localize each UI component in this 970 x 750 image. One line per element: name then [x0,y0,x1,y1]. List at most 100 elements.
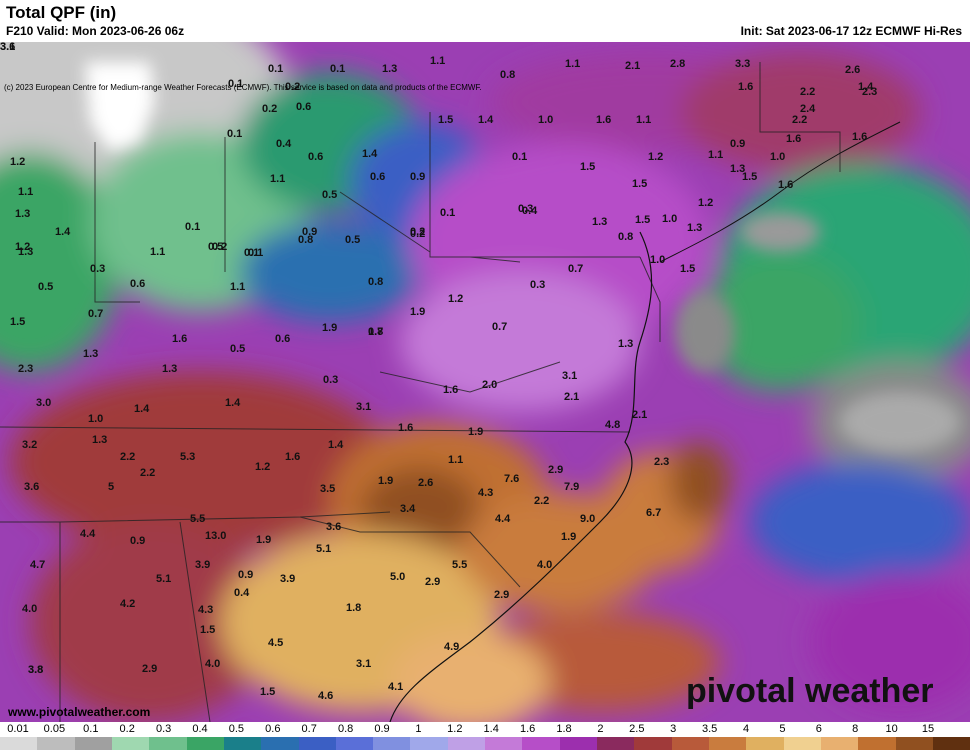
precip-value-label: 1.0 [88,413,104,425]
valid-time: F210 Valid: Mon 2023-06-26 06z [6,24,185,38]
precip-value-label: 1.4 [134,403,150,415]
legend-label: 0.01 [7,723,29,735]
precip-value-label: 1.2 [448,293,464,305]
precip-value-label: 1.1 [150,246,166,258]
precip-value-label: 2.2 [140,467,156,479]
precip-value-label: 2.2 [800,86,816,98]
precip-value-label: 3.5 [320,483,336,495]
legend-label: 8 [852,723,859,735]
precip-value-label: 0.7 [492,321,508,333]
precip-value-label: 1.1 [270,173,286,185]
precip-value-label: 4.5 [268,637,284,649]
precip-value-label: 0.3 [90,263,106,275]
precip-value-label: 1.5 [200,624,216,636]
legend-swatch [111,737,150,750]
precip-value-label: 0.2 [410,228,426,240]
precip-value-label: 0.1 [440,207,456,219]
legend-swatch [0,737,38,750]
precip-value-label: 3.2 [22,439,38,451]
precip-value-label: 0.1 [228,78,244,90]
precip-value-label: 6.7 [646,507,662,519]
legend-swatch [37,737,75,750]
precip-value-label: 2.1 [632,409,648,421]
legend-label: 1.6 [519,723,536,735]
precip-value-label: 0.8 [500,69,516,81]
legend-swatch [559,737,597,750]
precip-value-label: 9.0 [580,513,596,525]
precip-value-label: 1.3 [592,216,608,228]
precip-value-label: 2.0 [482,379,498,391]
precip-value-label: 4.4 [495,513,511,525]
precip-value-label: 4.0 [205,658,221,670]
legend-swatch [522,737,560,750]
legend-swatch [932,737,970,750]
precip-value-label: 1.6 [172,333,188,345]
legend-swatch [708,737,747,750]
legend-swatch [858,737,896,750]
precip-value-label: 0.2 [285,81,301,93]
logo-part-left: piv [686,672,736,710]
precip-value-label: 0.1 [268,63,284,75]
legend-label: 2 [597,723,604,735]
legend-label: 0.5 [228,723,245,735]
legend-label: 0.3 [155,723,172,735]
precip-value-label: 4.8 [605,419,621,431]
precip-value-label: 2.3 [654,456,670,468]
legend-label: 0.2 [119,723,135,735]
precip-value-label: 0.9 [238,569,254,581]
legend-swatch [149,737,187,750]
precip-value-label: 0.1 [330,63,346,75]
precip-value-label: 1.6 [285,451,301,463]
header-bar: Total QPF (in) F210 Valid: Mon 2023-06-2… [0,0,970,42]
precip-value-label: 3.3 [735,58,751,70]
precip-value-label: 2.1 [625,60,641,72]
precip-value-label: 3.6 [24,481,40,493]
legend-swatch [298,737,336,750]
precip-value-label: 5 [108,481,115,493]
legend-label: 10 [885,723,898,735]
precip-value-label: 1.9 [256,534,272,546]
precip-value-label: 1.9 [561,531,577,543]
precip-value-label: 0.5 [345,234,361,246]
legend-swatch [223,737,262,750]
precip-value-label: 2.9 [548,464,564,476]
precip-value-label: 4.6 [318,690,334,702]
precip-value-label: 1.5 [635,214,651,226]
precip-value-label: 2.8 [670,58,686,70]
precip-value-label: 1.3 [618,338,634,350]
precip-value-label: 1.6 [786,133,802,145]
website-text: www.pivotalweather.com [8,705,151,719]
legend-colorbar [0,737,970,750]
precip-value-label: 1.9 [322,322,338,334]
precip-value-label: 5.5 [452,559,468,571]
precip-value-label: 1.3 [730,163,746,175]
precip-value-label: 1.0 [538,114,554,126]
precip-value-label: 0.1 [512,151,528,163]
precip-value-label: 0.1 [185,221,201,233]
precip-value-label: 2.2 [534,495,550,507]
precip-value-label: 3.1 [562,370,578,382]
legend-swatch [485,737,523,750]
precip-value-label: 3.8 [28,664,44,676]
legend-label: 0.05 [43,723,66,735]
precip-value-label: 3.0 [36,397,52,409]
precip-value-label: 2.9 [425,576,441,588]
pivotal-weather-logo: pivotal weather [686,672,934,711]
precip-value-label: 1.4 [362,148,378,160]
precip-value-label: 2.1 [564,391,580,403]
precip-value-label: 1.2 [255,461,271,473]
precip-value-label: 0.7 [568,263,584,275]
precip-value-label: 1.4 [55,226,71,238]
precip-value-label: 0.4 [234,587,250,599]
precip-value-label: 3.6 [326,521,342,533]
precip-value-label: 1.3 [382,63,398,75]
precip-value-label: 1.9 [378,475,394,487]
precip-value-label: 1.5 [742,171,758,183]
precip-value-label: 1.5 [10,316,26,328]
precip-value-label: 0.4 [276,138,292,150]
legend-label: 15 [921,723,935,735]
precip-value-label: 0.8 [368,326,384,338]
legend-label: 1.8 [556,723,572,735]
precip-value-label: 5.0 [390,571,406,583]
precip-value-label: 1.5 [632,178,648,190]
